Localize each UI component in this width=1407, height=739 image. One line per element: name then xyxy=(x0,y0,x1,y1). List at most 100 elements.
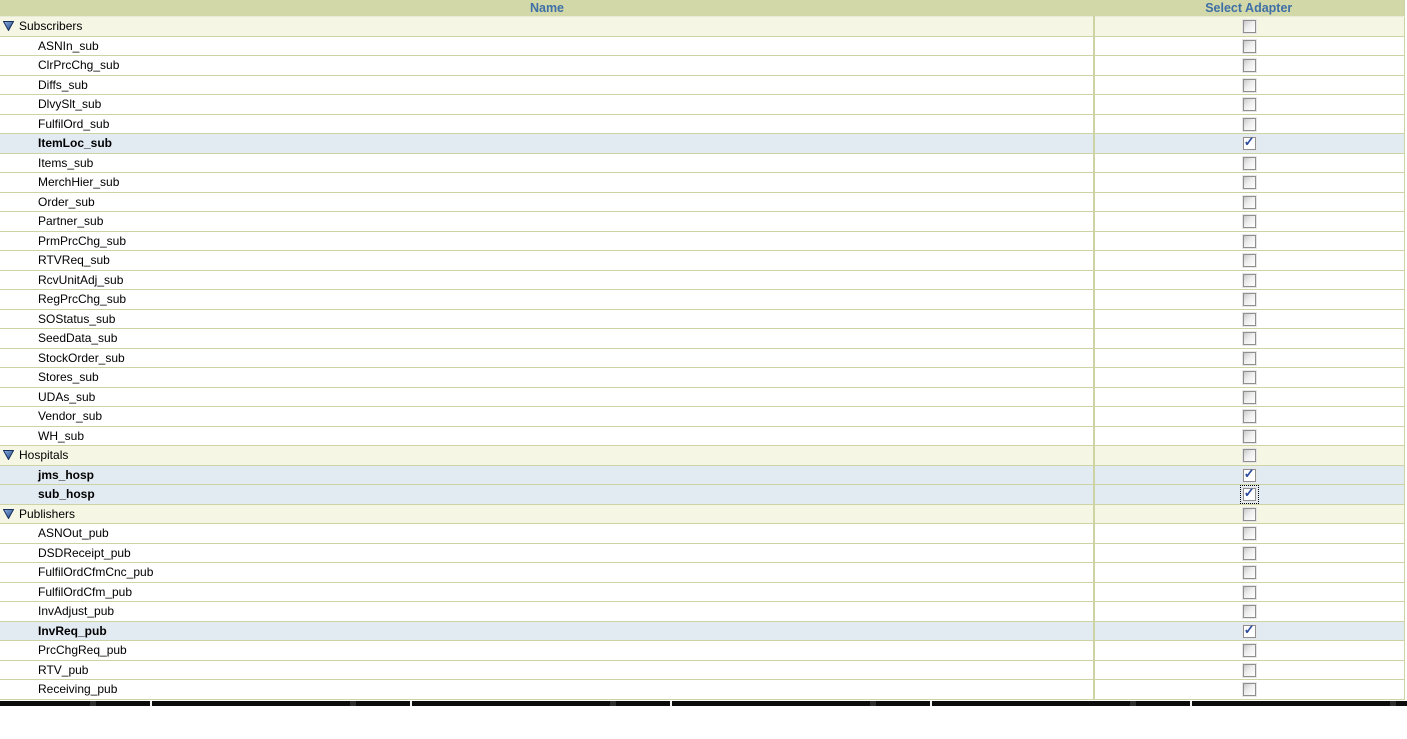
select-adapter-checkbox[interactable] xyxy=(1242,117,1256,131)
select-adapter-checkbox[interactable] xyxy=(1242,644,1256,658)
column-header-select-adapter: Select Adapter xyxy=(1094,0,1404,17)
adapter-name-label: ASNOut_pub xyxy=(38,526,109,541)
column-header-name: Name xyxy=(0,0,1094,17)
collapse-triangle-icon[interactable] xyxy=(3,21,15,32)
select-adapter-checkbox[interactable] xyxy=(1239,485,1259,504)
select-adapter-checkbox[interactable] xyxy=(1242,683,1256,697)
adapter-row-InvReq_pub[interactable]: InvReq_pub xyxy=(0,621,1404,641)
select-adapter-checkbox[interactable] xyxy=(1242,78,1256,92)
adapter-name-label: ItemLoc_sub xyxy=(38,136,113,151)
select-adapter-checkbox[interactable] xyxy=(1242,156,1256,170)
select-adapter-checkbox[interactable] xyxy=(1242,566,1256,580)
group-row-hospitals[interactable]: Hospitals xyxy=(0,445,1404,466)
adapter-row-sub_hosp[interactable]: sub_hosp xyxy=(0,484,1404,505)
select-adapter-checkbox[interactable] xyxy=(1242,371,1256,385)
adapter-row-Receiving_pub[interactable]: Receiving_pub xyxy=(0,679,1404,700)
select-adapter-checkbox[interactable] xyxy=(1242,507,1256,521)
select-adapter-checkbox[interactable] xyxy=(1242,546,1256,560)
adapter-row-jms_hosp[interactable]: jms_hosp xyxy=(0,465,1404,485)
clipped-bottom-edge xyxy=(0,700,1407,706)
adapter-row-Diffs_sub[interactable]: Diffs_sub xyxy=(0,75,1404,95)
adapter-row-WH_sub[interactable]: WH_sub xyxy=(0,426,1404,446)
adapter-row-Order_sub[interactable]: Order_sub xyxy=(0,192,1404,212)
adapter-row-SeedData_sub[interactable]: SeedData_sub xyxy=(0,328,1404,349)
select-adapter-checkbox[interactable] xyxy=(1242,527,1256,541)
adapter-row-UDAs_sub[interactable]: UDAs_sub xyxy=(0,387,1404,407)
select-adapter-checkbox[interactable] xyxy=(1242,467,1256,482)
adapter-name-label: sub_hosp xyxy=(38,487,95,502)
select-adapter-checkbox[interactable] xyxy=(1242,254,1256,268)
adapter-name-label: ClrPrcChg_sub xyxy=(38,58,120,73)
adapter-row-ASNIn_sub[interactable]: ASNIn_sub xyxy=(0,36,1404,56)
select-adapter-checkbox[interactable] xyxy=(1242,585,1256,599)
select-adapter-checkbox[interactable] xyxy=(1242,429,1256,443)
adapter-name-label: UDAs_sub xyxy=(38,389,96,404)
select-adapter-checkbox[interactable] xyxy=(1242,39,1256,53)
adapter-row-RTVReq_sub[interactable]: RTVReq_sub xyxy=(0,250,1404,271)
select-adapter-checkbox[interactable] xyxy=(1242,663,1256,677)
adapter-selection-table: Name Select Adapter xyxy=(0,0,1405,700)
adapter-name-label: RcvUnitAdj_sub xyxy=(38,272,124,287)
adapter-name-label: DlvySlt_sub xyxy=(38,97,102,112)
select-adapter-checkbox[interactable] xyxy=(1242,273,1256,287)
select-adapter-checkbox[interactable] xyxy=(1242,410,1256,424)
adapter-row-FulfilOrdCfmCnc_pub[interactable]: FulfilOrdCfmCnc_pub xyxy=(0,562,1404,583)
adapter-row-Partner_sub[interactable]: Partner_sub xyxy=(0,211,1404,232)
select-adapter-checkbox[interactable] xyxy=(1242,390,1256,404)
table-body: Subscribers ASNIn_sub ClrPrcChg_sub Diff… xyxy=(0,16,1404,700)
adapter-name-label: Receiving_pub xyxy=(38,682,118,697)
adapter-row-Stores_sub[interactable]: Stores_sub xyxy=(0,367,1404,388)
adapter-name-label: Diffs_sub xyxy=(38,77,88,92)
adapter-row-MerchHier_sub[interactable]: MerchHier_sub xyxy=(0,172,1404,193)
adapter-row-ItemLoc_sub[interactable]: ItemLoc_sub xyxy=(0,133,1404,154)
adapter-row-ClrPrcChg_sub[interactable]: ClrPrcChg_sub xyxy=(0,55,1404,76)
adapter-name-label: InvAdjust_pub xyxy=(38,604,115,619)
select-adapter-checkbox[interactable] xyxy=(1242,449,1256,463)
adapter-name-label: ASNIn_sub xyxy=(38,38,99,53)
adapter-row-PrcChgReq_pub[interactable]: PrcChgReq_pub xyxy=(0,640,1404,661)
adapter-name-label: InvReq_pub xyxy=(38,623,107,638)
adapter-name-label: jms_hosp xyxy=(38,467,95,482)
select-adapter-checkbox[interactable] xyxy=(1242,215,1256,229)
adapter-row-DSDReceipt_pub[interactable]: DSDReceipt_pub xyxy=(0,543,1404,563)
select-adapter-checkbox[interactable] xyxy=(1242,59,1256,73)
group-row-publishers[interactable]: Publishers xyxy=(0,504,1404,524)
select-adapter-checkbox[interactable] xyxy=(1242,135,1256,151)
collapse-triangle-icon[interactable] xyxy=(3,508,15,519)
adapter-row-FulfilOrdCfm_pub[interactable]: FulfilOrdCfm_pub xyxy=(0,582,1404,602)
adapter-name-label: SeedData_sub xyxy=(38,331,118,346)
adapter-row-StockOrder_sub[interactable]: StockOrder_sub xyxy=(0,348,1404,368)
adapter-name-label: FulfilOrdCfm_pub xyxy=(38,584,133,599)
adapter-row-RTV_pub[interactable]: RTV_pub xyxy=(0,660,1404,680)
adapter-row-Items_sub[interactable]: Items_sub xyxy=(0,153,1404,173)
select-adapter-checkbox[interactable] xyxy=(1242,98,1256,112)
select-adapter-checkbox[interactable] xyxy=(1242,234,1256,248)
adapter-row-SOStatus_sub[interactable]: SOStatus_sub xyxy=(0,309,1404,329)
adapter-row-Vendor_sub[interactable]: Vendor_sub xyxy=(0,406,1404,427)
adapter-row-ASNOut_pub[interactable]: ASNOut_pub xyxy=(0,523,1404,544)
adapter-name-label: Order_sub xyxy=(38,194,95,209)
adapter-row-RcvUnitAdj_sub[interactable]: RcvUnitAdj_sub xyxy=(0,270,1404,290)
select-adapter-checkbox[interactable] xyxy=(1242,351,1256,365)
adapter-row-DlvySlt_sub[interactable]: DlvySlt_sub xyxy=(0,94,1404,115)
group-row-subscribers[interactable]: Subscribers xyxy=(0,16,1404,37)
adapter-name-label: WH_sub xyxy=(38,428,85,443)
select-adapter-checkbox[interactable] xyxy=(1242,332,1256,346)
group-label: Hospitals xyxy=(19,448,69,463)
select-adapter-checkbox[interactable] xyxy=(1242,195,1256,209)
select-adapter-checkbox[interactable] xyxy=(1242,20,1256,34)
select-adapter-checkbox[interactable] xyxy=(1242,623,1256,638)
adapter-row-PrmPrcChg_sub[interactable]: PrmPrcChg_sub xyxy=(0,231,1404,251)
select-adapter-checkbox[interactable] xyxy=(1242,605,1256,619)
adapter-name-label: StockOrder_sub xyxy=(38,350,125,365)
collapse-triangle-icon[interactable] xyxy=(3,450,15,461)
group-label: Subscribers xyxy=(19,19,83,34)
adapter-row-RegPrcChg_sub[interactable]: RegPrcChg_sub xyxy=(0,289,1404,310)
select-adapter-checkbox[interactable] xyxy=(1242,312,1256,326)
adapter-name-label: RTVReq_sub xyxy=(38,253,110,268)
table-header-row: Name Select Adapter xyxy=(0,0,1404,17)
adapter-row-FulfilOrd_sub[interactable]: FulfilOrd_sub xyxy=(0,114,1404,134)
adapter-row-InvAdjust_pub[interactable]: InvAdjust_pub xyxy=(0,601,1404,622)
select-adapter-checkbox[interactable] xyxy=(1242,293,1256,307)
select-adapter-checkbox[interactable] xyxy=(1242,176,1256,190)
